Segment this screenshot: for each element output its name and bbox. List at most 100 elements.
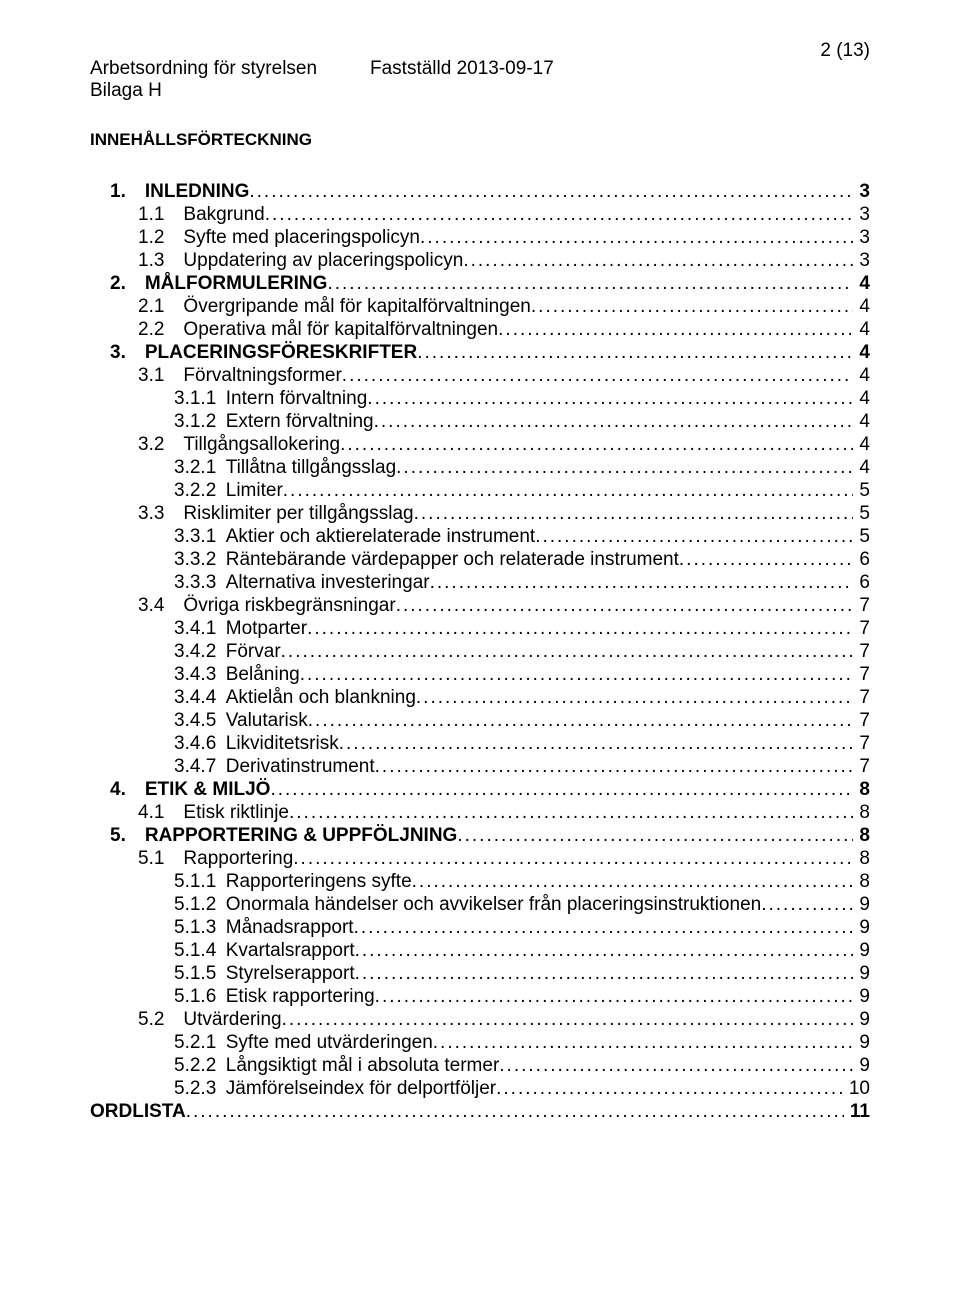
toc-row[interactable]: 5.2 Utvärdering 9	[90, 1008, 870, 1031]
toc-entry-label: 5. RAPPORTERING & UPPFÖLJNING	[90, 824, 457, 847]
toc-row[interactable]: 3.3.2 Räntebärande värdepapper och relat…	[90, 548, 870, 571]
toc-row[interactable]: 5.1.4 Kvartalsrapport 9	[90, 939, 870, 962]
leader-dots	[417, 341, 853, 364]
toc-row[interactable]: 4. ETIK & MILJÖ 8	[90, 778, 870, 801]
leader-dots	[761, 893, 853, 916]
toc-entry-label: 3.4.2 Förvar	[90, 640, 281, 663]
toc-row[interactable]: 5.1 Rapportering 8	[90, 847, 870, 870]
leader-dots	[396, 594, 854, 617]
leader-dots	[496, 1077, 843, 1100]
toc-entry-label: 3.2.2 Limiter	[90, 479, 283, 502]
toc-row[interactable]: 1.1 Bakgrund 3	[90, 203, 870, 226]
toc-row[interactable]: 2. MÅLFORMULERING 4	[90, 272, 870, 295]
toc-page-number: 6	[853, 571, 870, 594]
toc-row[interactable]: 5. RAPPORTERING & UPPFÖLJNING 8	[90, 824, 870, 847]
toc-row[interactable]: 3.3 Risklimiter per tillgångsslag 5	[90, 502, 870, 525]
toc-page-number: 11	[844, 1100, 870, 1123]
toc-row[interactable]: 3.2.1 Tillåtna tillgångsslag 4	[90, 456, 870, 479]
toc-entry-label: 2.1 Övergripande mål för kapitalförvaltn…	[90, 295, 531, 318]
toc-row[interactable]: 5.2.1 Syfte med utvärderingen 9	[90, 1031, 870, 1054]
toc-row[interactable]: 3.3.1 Aktier och aktierelaterade instrum…	[90, 525, 870, 548]
toc-row[interactable]: 3.3.3 Alternativa investeringar 6	[90, 571, 870, 594]
toc-row[interactable]: 5.2.3 Jämförelseindex för delportföljer …	[90, 1077, 870, 1100]
toc-row[interactable]: 2.1 Övergripande mål för kapitalförvaltn…	[90, 295, 870, 318]
toc-page-number: 7	[853, 594, 870, 617]
toc-page-number: 3	[853, 180, 870, 203]
leader-dots	[355, 962, 854, 985]
toc-row[interactable]: 4.1 Etisk riktlinje 8	[90, 801, 870, 824]
toc-entry-label: 5.1.4 Kvartalsrapport	[90, 939, 355, 962]
leader-dots	[293, 847, 853, 870]
toc-page-number: 4	[853, 364, 870, 387]
leader-dots	[307, 617, 853, 640]
toc-page-number: 9	[853, 985, 870, 1008]
toc-page-number: 9	[853, 893, 870, 916]
toc-row[interactable]: 3.2 Tillgångsallokering 4	[90, 433, 870, 456]
toc-page-number: 4	[853, 318, 870, 341]
toc-row[interactable]: 3.4.7 Derivatinstrument 7	[90, 755, 870, 778]
leader-dots	[354, 916, 854, 939]
leader-dots	[396, 456, 853, 479]
toc-page-number: 8	[853, 824, 870, 847]
toc-row[interactable]: 3.1.1 Intern förvaltning 4	[90, 387, 870, 410]
toc-entry-label: 4. ETIK & MILJÖ	[90, 778, 270, 801]
leader-dots	[339, 732, 854, 755]
toc-row[interactable]: 3.4.2 Förvar 7	[90, 640, 870, 663]
toc-entry-label: 3.4.6 Likviditetsrisk	[90, 732, 339, 755]
toc-page-number: 9	[853, 962, 870, 985]
toc-row[interactable]: 3.4.4 Aktielån och blankning 7	[90, 686, 870, 709]
toc-page-number: 7	[853, 663, 870, 686]
toc-entry-label: 5.2.3 Jämförelseindex för delportföljer	[90, 1077, 496, 1100]
toc-row[interactable]: 3.4 Övriga riskbegränsningar 7	[90, 594, 870, 617]
toc-row[interactable]: 3. PLACERINGSFÖRESKRIFTER 4	[90, 341, 870, 364]
toc-row[interactable]: 2.2 Operativa mål för kapitalförvaltning…	[90, 318, 870, 341]
toc-page-number: 8	[853, 870, 870, 893]
toc-entry-label: 3.3.2 Räntebärande värdepapper och relat…	[90, 548, 679, 571]
leader-dots	[367, 387, 853, 410]
doc-annex: Bilaga H	[90, 80, 162, 102]
toc-row[interactable]: 3.1 Förvaltningsformer 4	[90, 364, 870, 387]
toc-entry-label: 2.2 Operativa mål för kapitalförvaltning…	[90, 318, 498, 341]
leader-dots	[249, 180, 853, 203]
leader-dots	[281, 640, 854, 663]
leader-dots	[430, 571, 854, 594]
toc-row[interactable]: 5.1.3 Månadsrapport 9	[90, 916, 870, 939]
leader-dots	[679, 548, 854, 571]
leader-dots	[355, 939, 854, 962]
toc-page-number: 9	[853, 916, 870, 939]
toc-row[interactable]: 1. INLEDNING 3	[90, 180, 870, 203]
toc-row[interactable]: 3.1.2 Extern förvaltning 4	[90, 410, 870, 433]
toc-row[interactable]: 5.1.1 Rapporteringens syfte 8	[90, 870, 870, 893]
toc-row[interactable]: 5.1.2 Onormala händelser och avvikelser …	[90, 893, 870, 916]
page: 2 (13) Arbetsordning för styrelsen Fasts…	[0, 0, 960, 1316]
toc-row[interactable]: ORDLISTA 11	[90, 1100, 870, 1123]
toc-row[interactable]: 1.2 Syfte med placeringspolicyn 3	[90, 226, 870, 249]
toc-row[interactable]: 3.4.3 Belåning 7	[90, 663, 870, 686]
toc-entry-label: 1.2 Syfte med placeringspolicyn	[90, 226, 420, 249]
toc-row[interactable]: 3.4.1 Motparter 7	[90, 617, 870, 640]
toc-page-number: 10	[843, 1077, 870, 1100]
leader-dots	[342, 364, 854, 387]
toc-row[interactable]: 5.2.2 Långsiktigt mål i absoluta termer …	[90, 1054, 870, 1077]
toc-row[interactable]: 1.3 Uppdatering av placeringspolicyn 3	[90, 249, 870, 272]
toc-entry-label: 3.4.7 Derivatinstrument	[90, 755, 375, 778]
leader-dots	[283, 479, 854, 502]
toc-row[interactable]: 3.4.6 Likviditetsrisk 7	[90, 732, 870, 755]
leader-dots	[499, 1054, 853, 1077]
toc-row[interactable]: 5.1.6 Etisk rapportering 9	[90, 985, 870, 1008]
toc-entry-label: 1.1 Bakgrund	[90, 203, 265, 226]
toc-entry-label: 5.1.3 Månadsrapport	[90, 916, 354, 939]
toc-row[interactable]: 3.4.5 Valutarisk 7	[90, 709, 870, 732]
leader-dots	[289, 801, 853, 824]
toc-entry-label: 3. PLACERINGSFÖRESKRIFTER	[90, 341, 417, 364]
toc-page-number: 9	[853, 1008, 870, 1031]
leader-dots	[420, 226, 853, 249]
leader-dots	[375, 755, 854, 778]
toc-entry-label: 3.4.4 Aktielån och blankning	[90, 686, 416, 709]
leader-dots	[186, 1100, 844, 1123]
toc-row[interactable]: 3.2.2 Limiter 5	[90, 479, 870, 502]
toc-entry-label: 3.1.2 Extern förvaltning	[90, 410, 374, 433]
toc-entry-label: 5.1.5 Styrelserapport	[90, 962, 355, 985]
leader-dots	[463, 249, 853, 272]
toc-row[interactable]: 5.1.5 Styrelserapport 9	[90, 962, 870, 985]
